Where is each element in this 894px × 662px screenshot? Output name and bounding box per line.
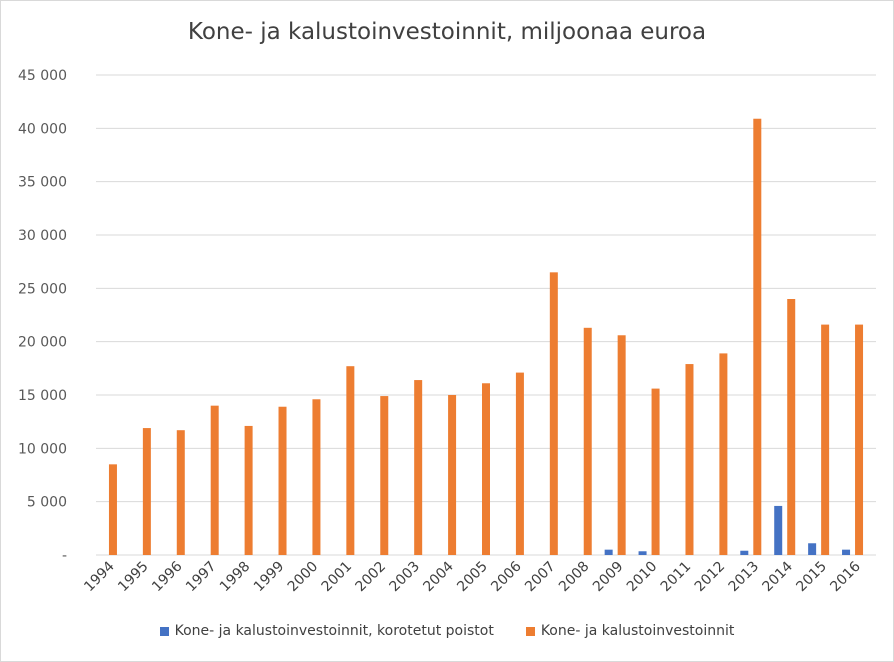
x-tick-label: 1998 (217, 559, 254, 596)
y-tick-label: 15 000 (18, 388, 67, 404)
legend-label-series-1: Kone- ja kalustoinvestoinnit, korotetut … (174, 623, 494, 639)
x-tick-label: 2011 (658, 559, 695, 596)
x-tick-label: 2012 (692, 559, 729, 596)
x-axis-tick-labels: 1994199519961997199819992000200120022003… (81, 558, 864, 595)
y-tick-label: 30 000 (18, 228, 67, 244)
legend: Kone- ja kalustoinvestoinnit, korotetut … (1, 623, 893, 639)
x-tick-label: 2001 (319, 559, 356, 596)
x-tick-label: 2016 (827, 558, 864, 595)
bar-kone-ja-kalustoinvestoinnit (414, 380, 423, 555)
bar-kone-ja-kalustoinvestoinnit (108, 464, 117, 555)
bar-korotetut-poistot (604, 549, 613, 555)
bar-kone-ja-kalustoinvestoinnit (448, 395, 457, 555)
bar-kone-ja-kalustoinvestoinnit (312, 399, 321, 555)
bar-korotetut-poistot (808, 543, 817, 555)
x-tick-label: 2015 (793, 559, 830, 596)
x-tick-label: 2009 (590, 559, 627, 596)
bar-kone-ja-kalustoinvestoinnit (651, 388, 660, 555)
x-tick-label: 2006 (488, 558, 525, 595)
x-tick-label: 2003 (386, 559, 423, 596)
bar-kone-ja-kalustoinvestoinnit (482, 383, 490, 555)
bars (108, 118, 864, 555)
bar-kone-ja-kalustoinvestoinnit (515, 372, 524, 555)
x-tick-label: 2000 (285, 559, 322, 596)
bar-kone-ja-kalustoinvestoinnit (753, 118, 762, 555)
y-tick-label: - (62, 548, 67, 564)
x-tick-label: 2002 (353, 559, 390, 596)
bar-kone-ja-kalustoinvestoinnit (176, 430, 185, 555)
y-tick-label: 25 000 (18, 281, 67, 297)
x-tick-label: 2005 (454, 559, 491, 596)
bar-kone-ja-kalustoinvestoinnit (142, 428, 151, 555)
bar-kone-ja-kalustoinvestoinnit (685, 364, 694, 555)
bar-kone-ja-kalustoinvestoinnit (278, 406, 287, 555)
x-tick-label: 1996 (149, 558, 186, 595)
legend-label-series-2: Kone- ja kalustoinvestoinnit (540, 623, 735, 639)
x-tick-label: 1994 (81, 558, 118, 595)
x-tick-label: 2013 (726, 559, 763, 596)
y-tick-label: 40 000 (18, 121, 67, 137)
bar-kone-ja-kalustoinvestoinnit (855, 324, 864, 555)
y-tick-label: 10 000 (18, 441, 67, 457)
x-tick-label: 2008 (556, 559, 593, 596)
bar-kone-ja-kalustoinvestoinnit (549, 272, 558, 555)
bar-kone-ja-kalustoinvestoinnit (244, 425, 253, 555)
legend-item-series-1: Kone- ja kalustoinvestoinnit, korotetut … (159, 623, 494, 639)
bar-korotetut-poistot (842, 549, 851, 555)
y-tick-label: 20 000 (18, 335, 67, 351)
bar-kone-ja-kalustoinvestoinnit (719, 353, 728, 555)
bar-kone-ja-kalustoinvestoinnit (380, 396, 389, 555)
x-tick-label: 1999 (251, 559, 288, 596)
bar-kone-ja-kalustoinvestoinnit (787, 299, 796, 555)
legend-swatch-blue (159, 626, 169, 636)
y-tick-label: 35 000 (18, 175, 67, 191)
bar-kone-ja-kalustoinvestoinnit (821, 324, 830, 555)
x-tick-label: 2010 (624, 559, 661, 596)
bar-korotetut-poistot (740, 550, 749, 555)
x-tick-label: 1997 (183, 559, 220, 596)
x-tick-label: 2007 (522, 559, 559, 596)
y-tick-label: 45 000 (18, 68, 67, 84)
chart-title: Kone- ja kalustoinvestoinnit, miljoonaa … (187, 19, 707, 45)
x-tick-label: 2004 (420, 558, 457, 595)
bar-korotetut-poistot (638, 551, 647, 555)
bar-kone-ja-kalustoinvestoinnit (617, 335, 626, 555)
y-axis-tick-labels: - 5 000 10 000 15 000 20 000 25 000 30 000 35 0… (18, 68, 67, 564)
bar-korotetut-poistot (774, 505, 783, 555)
y-tick-label: 5 000 (27, 495, 67, 511)
legend-swatch-orange (525, 626, 535, 636)
x-tick-label: 1995 (115, 559, 152, 596)
legend-item-series-2: Kone- ja kalustoinvestoinnit (525, 623, 735, 639)
bar-kone-ja-kalustoinvestoinnit (210, 405, 219, 555)
bar-kone-ja-kalustoinvestoinnit (583, 327, 592, 555)
x-tick-label: 2014 (760, 558, 797, 595)
bar-kone-ja-kalustoinvestoinnit (346, 366, 355, 555)
